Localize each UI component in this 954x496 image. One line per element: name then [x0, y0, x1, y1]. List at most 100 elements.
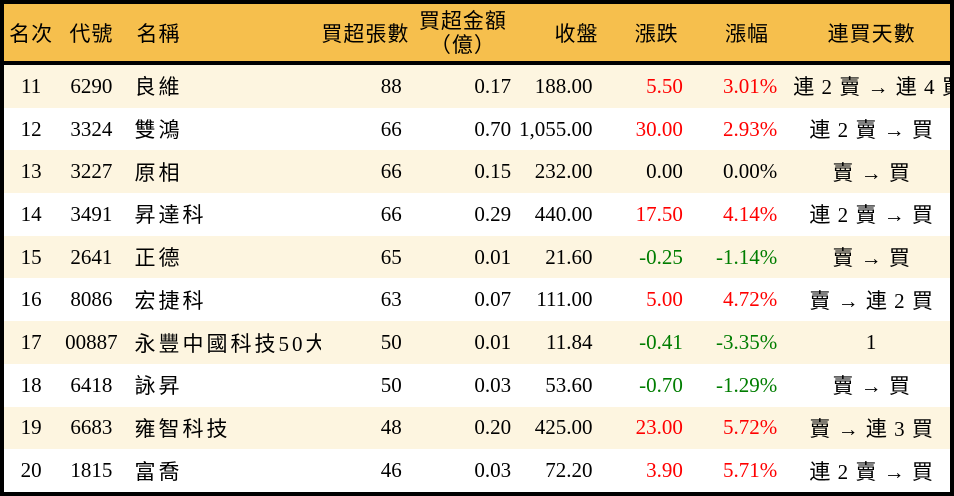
- cell-change: -0.70: [639, 372, 683, 397]
- cell-rank: 19: [20, 415, 42, 440]
- cell-amount: 0.29: [474, 201, 512, 226]
- table-row: 20 1815 富喬 46 0.03 72.20 3.90 5.71% 連 2 …: [2, 449, 952, 494]
- cell-streak: 連 2 賣 → 買: [809, 118, 934, 143]
- cell-name: 雙鴻: [134, 118, 183, 143]
- cell-change: 5.50: [646, 73, 683, 98]
- table-row: 13 3227 原相 66 0.15 232.00 0.00 0.00% 賣 →…: [2, 150, 952, 194]
- cell-close: 21.60: [545, 244, 593, 269]
- column-header-amount-line2: （億）: [429, 32, 496, 57]
- cell-amount: 0.01: [474, 244, 512, 269]
- cell-rank: 18: [20, 372, 42, 397]
- cell-streak: 連 2 賣 → 買: [809, 459, 934, 484]
- cell-rank: 15: [20, 244, 42, 269]
- table-row: 19 6683 雍智科技 48 0.20 425.00 23.00 5.72% …: [2, 406, 952, 450]
- cell-volume: 46: [380, 458, 402, 483]
- column-header-code: 代號: [58, 2, 125, 65]
- cell-amount: 0.17: [474, 73, 512, 98]
- cell-amount: 0.03: [474, 458, 512, 483]
- cell-volume: 66: [380, 159, 402, 184]
- table-row: 11 6290 良維 88 0.17 188.00 5.50 3.01% 連 2…: [2, 63, 952, 108]
- cell-close: 53.60: [545, 372, 593, 397]
- cell-name: 原相: [134, 160, 183, 185]
- cell-change: -0.25: [639, 244, 683, 269]
- column-header-change-pct: 漲幅: [700, 2, 794, 65]
- cell-streak: 1: [865, 330, 878, 354]
- cell-close: 440.00: [534, 201, 593, 226]
- cell-name: 雍智科技: [134, 416, 231, 441]
- column-header-amount-line1: 買超金額: [418, 8, 507, 33]
- cell-name: 永豐中國科技50大: [134, 331, 322, 356]
- cell-change: 30.00: [635, 116, 683, 141]
- cell-name: 詠昇: [134, 374, 183, 399]
- cell-change-pct: 2.93%: [723, 116, 778, 141]
- cell-name: 昇達科: [134, 203, 207, 228]
- cell-name: 宏捷科: [134, 288, 207, 313]
- cell-change-pct: 4.72%: [723, 287, 778, 312]
- cell-volume: 65: [380, 244, 402, 269]
- table-row: 18 6418 詠昇 50 0.03 53.60 -0.70 -1.29% 賣 …: [2, 363, 952, 407]
- cell-code: 3227: [70, 159, 113, 184]
- cell-rank: 12: [20, 116, 42, 141]
- cell-volume: 50: [380, 330, 402, 354]
- table-row: 14 3491 昇達科 66 0.29 440.00 17.50 4.14% 連…: [2, 193, 952, 236]
- cell-change-pct: 5.72%: [723, 415, 778, 440]
- cell-streak: 賣 → 買: [832, 246, 911, 271]
- cell-rank: 11: [21, 73, 42, 98]
- cell-change: 23.00: [635, 415, 683, 440]
- cell-amount: 0.20: [474, 415, 512, 440]
- cell-rank: 13: [20, 159, 42, 184]
- column-header-name: 名稱: [124, 2, 322, 65]
- cell-close: 425.00: [534, 415, 593, 440]
- cell-amount: 0.15: [474, 159, 512, 184]
- cell-streak: 賣 → 買: [832, 160, 911, 185]
- cell-rank: 20: [20, 458, 42, 483]
- cell-volume: 48: [380, 415, 402, 440]
- cell-code: 2641: [70, 244, 113, 269]
- cell-code: 3491: [70, 201, 113, 226]
- cell-close: 232.00: [534, 159, 593, 184]
- table-row: 16 8086 宏捷科 63 0.07 111.00 5.00 4.72% 賣 …: [2, 278, 952, 322]
- column-header-streak: 連買天數: [793, 2, 952, 65]
- cell-change-pct: -1.29%: [716, 372, 778, 397]
- table-row: 17 00887 永豐中國科技50大 50 0.01 11.84 -0.41 -…: [2, 321, 952, 364]
- cell-name: 良維: [134, 75, 183, 100]
- cell-change-pct: 0.00%: [723, 159, 778, 184]
- cell-streak: 連 2 賣 → 連 4 買: [793, 75, 952, 100]
- cell-close: 1,055.00: [519, 116, 593, 141]
- cell-code: 6290: [70, 73, 113, 98]
- cell-change: 3.90: [646, 458, 683, 483]
- cell-code: 6683: [70, 415, 113, 440]
- cell-change: 5.00: [646, 287, 683, 312]
- cell-close: 111.00: [536, 287, 593, 312]
- cell-code: 00887: [65, 330, 118, 354]
- column-header-amount: 買超金額 （億）: [409, 2, 517, 65]
- cell-close: 11.84: [546, 330, 593, 354]
- cell-volume: 50: [380, 372, 402, 397]
- cell-change-pct: 5.71%: [723, 458, 778, 483]
- cell-name: 富喬: [134, 459, 183, 484]
- column-header-volume: 買超張數: [321, 2, 410, 65]
- cell-code: 3324: [70, 116, 113, 141]
- header-row: 名次 代號 名稱 買超張數 買超金額 （億） 收盤 漲跌 漲幅 連買天數: [2, 2, 952, 65]
- cell-change-pct: 4.14%: [723, 201, 778, 226]
- cell-rank: 17: [20, 330, 42, 354]
- table-row: 12 3324 雙鴻 66 0.70 1,055.00 30.00 2.93% …: [2, 107, 952, 151]
- cell-streak: 賣 → 買: [832, 374, 911, 399]
- cell-amount: 0.03: [474, 372, 512, 397]
- cell-close: 188.00: [534, 73, 593, 98]
- cell-change: -0.41: [639, 330, 683, 354]
- cell-volume: 66: [380, 116, 402, 141]
- cell-amount: 0.70: [474, 116, 512, 141]
- cell-rank: 16: [20, 287, 42, 312]
- cell-name: 正德: [134, 246, 183, 271]
- cell-volume: 66: [380, 201, 402, 226]
- cell-volume: 63: [380, 287, 402, 312]
- cell-volume: 88: [380, 73, 402, 98]
- table-header: 名次 代號 名稱 買超張數 買超金額 （億） 收盤 漲跌 漲幅 連買天數: [2, 2, 952, 65]
- cell-amount: 0.07: [474, 287, 512, 312]
- table-body: 11 6290 良維 88 0.17 188.00 5.50 3.01% 連 2…: [2, 63, 952, 494]
- cell-change-pct: -1.14%: [716, 244, 778, 269]
- cell-change: 0.00: [646, 159, 683, 184]
- cell-close: 72.20: [545, 458, 593, 483]
